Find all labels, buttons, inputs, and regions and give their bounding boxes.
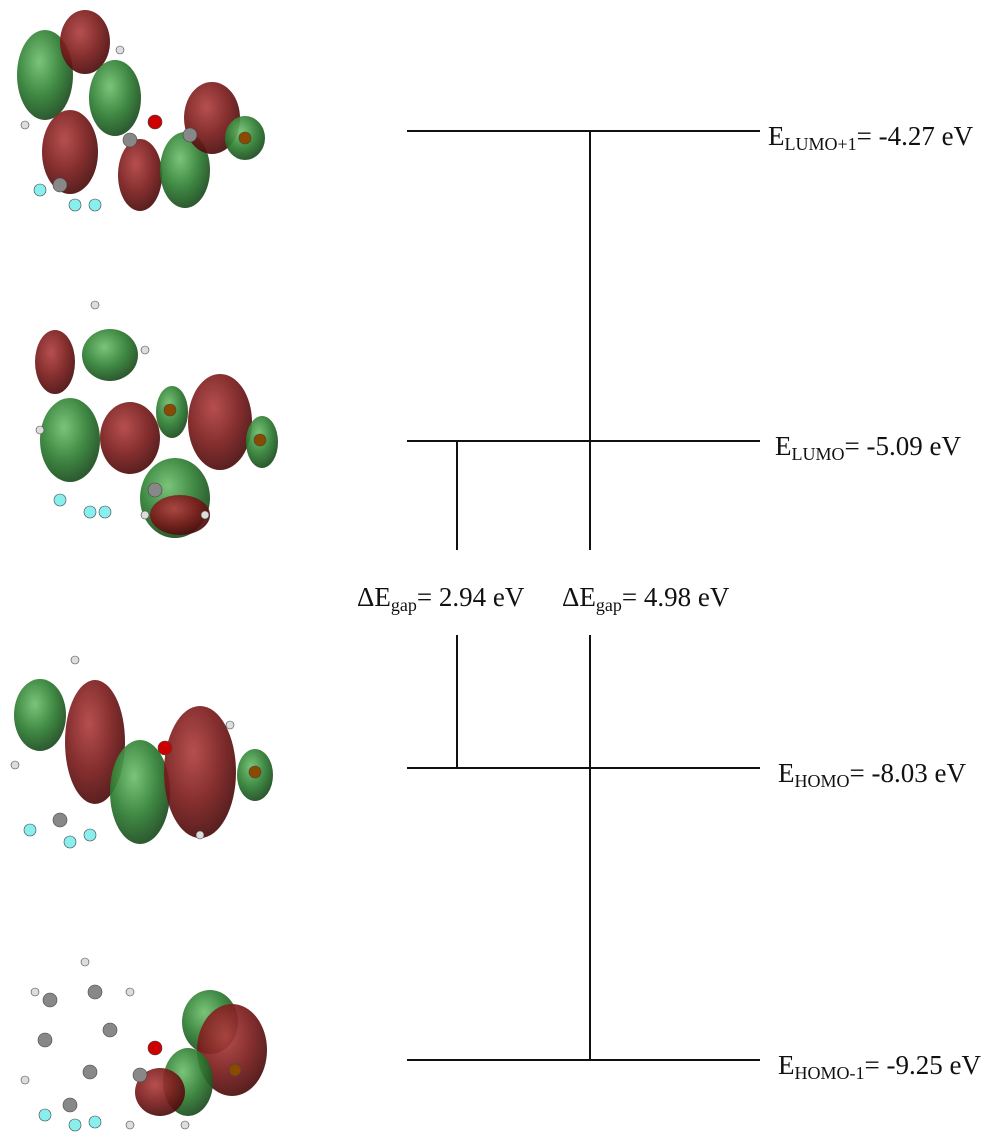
- orbital-lobe: [42, 110, 98, 194]
- atom: [53, 813, 67, 827]
- gap-label: ΔEgap= 4.98 eV: [562, 582, 730, 615]
- atom: [21, 1076, 29, 1084]
- orbital-lobe: [40, 398, 100, 482]
- atom: [181, 1121, 189, 1129]
- orbital-lobe: [110, 740, 170, 844]
- symbol: E: [778, 758, 795, 788]
- level-label: EHOMO= -8.03 eV: [778, 758, 966, 791]
- atom: [183, 128, 197, 142]
- orbital-lobe: [35, 330, 75, 394]
- gap-label: ΔEgap= 2.94 eV: [357, 582, 525, 615]
- atom: [88, 985, 102, 999]
- atom: [69, 1119, 81, 1131]
- atom: [89, 199, 101, 211]
- atom: [99, 506, 111, 518]
- atom: [81, 958, 89, 966]
- atom: [148, 483, 162, 497]
- atom: [34, 184, 46, 196]
- atom: [158, 741, 172, 755]
- atom: [148, 1041, 162, 1055]
- atom: [226, 721, 234, 729]
- value: = -4.27 eV: [857, 121, 974, 151]
- symbol: E: [768, 121, 785, 151]
- atom: [84, 829, 96, 841]
- atom: [229, 1064, 241, 1076]
- value: = -9.25 eV: [865, 1050, 982, 1080]
- value: = 2.94 eV: [417, 582, 525, 612]
- atom: [83, 1065, 97, 1079]
- atom: [43, 993, 57, 1007]
- atom: [39, 1109, 51, 1121]
- symbol: ΔE: [357, 582, 391, 612]
- atom: [116, 46, 124, 54]
- atom: [11, 761, 19, 769]
- value: = -5.09 eV: [845, 431, 962, 461]
- atom: [103, 1023, 117, 1037]
- energy-diagram: ELUMO+1= -4.27 eV ELUMO= -5.09 eV EHOMO=…: [0, 0, 1005, 1142]
- atom: [54, 494, 66, 506]
- atom: [36, 426, 44, 434]
- subscript: HOMO: [795, 771, 850, 791]
- value: = 4.98 eV: [622, 582, 730, 612]
- orbital-lobe: [100, 402, 160, 474]
- atom: [38, 1033, 52, 1047]
- atom: [123, 133, 137, 147]
- atom: [63, 1098, 77, 1112]
- orbital-images: [11, 10, 278, 1131]
- atom: [91, 301, 99, 309]
- atom: [24, 824, 36, 836]
- orbital-lobe: [60, 10, 110, 74]
- subscript: LUMO+1: [785, 134, 857, 154]
- atom: [64, 836, 76, 848]
- atom: [126, 988, 134, 996]
- atom: [53, 178, 67, 192]
- atom: [254, 434, 266, 446]
- atom: [164, 404, 176, 416]
- symbol: E: [778, 1050, 795, 1080]
- atom: [148, 115, 162, 129]
- level-label: ELUMO+1= -4.27 eV: [768, 121, 974, 154]
- atom: [239, 132, 251, 144]
- subscript: HOMO-1: [795, 1063, 865, 1083]
- orbital-lobe: [188, 374, 252, 470]
- atom: [141, 511, 149, 519]
- atom: [69, 199, 81, 211]
- orbital-lobe: [14, 679, 66, 751]
- atom: [196, 831, 204, 839]
- subscript: gap: [596, 595, 622, 615]
- atom: [126, 1121, 134, 1129]
- atom: [201, 511, 209, 519]
- subscript: LUMO: [792, 444, 845, 464]
- orbital-lobe: [89, 60, 141, 136]
- subscript: gap: [391, 595, 417, 615]
- orbital-lobe: [82, 329, 138, 381]
- page: ELUMO+1= -4.27 eV ELUMO= -5.09 eV EHOMO=…: [0, 0, 1005, 1142]
- atom: [21, 121, 29, 129]
- atom: [249, 766, 261, 778]
- atom: [133, 1068, 147, 1082]
- orbital-lobe: [164, 706, 236, 838]
- level-label: ELUMO= -5.09 eV: [775, 431, 961, 464]
- atom: [141, 346, 149, 354]
- value: = -8.03 eV: [850, 758, 967, 788]
- atom: [31, 988, 39, 996]
- symbol: ΔE: [562, 582, 596, 612]
- atom: [84, 506, 96, 518]
- atom: [89, 1116, 101, 1128]
- orbital-lobe: [118, 139, 162, 211]
- symbol: E: [775, 431, 792, 461]
- atom: [71, 656, 79, 664]
- level-label: EHOMO-1= -9.25 eV: [778, 1050, 981, 1083]
